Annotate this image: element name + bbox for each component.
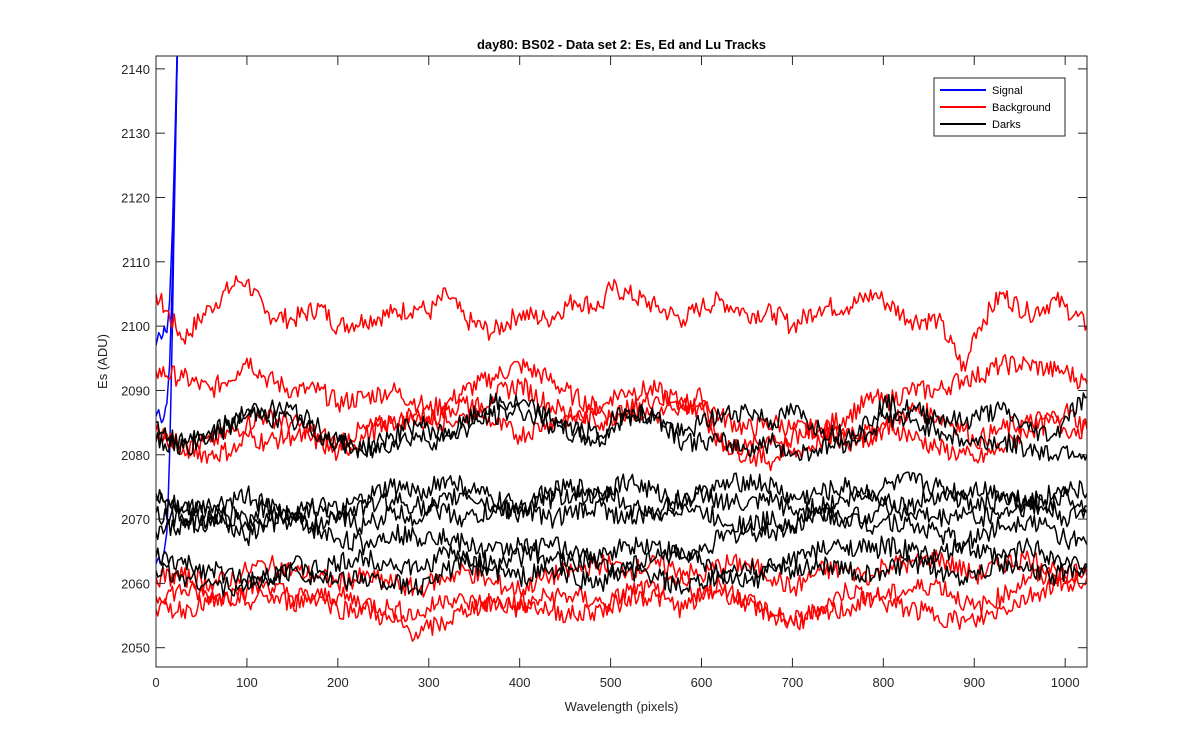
series-line-darks-14 — [156, 471, 1087, 531]
series-line-darks-17 — [156, 554, 1087, 597]
series-line-background-3 — [156, 275, 1087, 372]
chart-title: day80: BS02 - Data set 2: Es, Ed and Lu … — [477, 37, 766, 52]
x-tick-label: 700 — [782, 675, 804, 690]
x-tick-label: 800 — [872, 675, 894, 690]
y-tick-label: 2130 — [121, 126, 150, 141]
series-line-darks-11 — [156, 399, 1087, 462]
x-tick-label: 600 — [691, 675, 713, 690]
y-axis: 2050 2060 2070 2080 2090 2100 2110 2120 2130 2140 — [121, 62, 1087, 656]
x-tick-label: 500 — [600, 675, 622, 690]
x-tick-label: 400 — [509, 675, 531, 690]
series-line-background-9 — [156, 566, 1087, 642]
legend-label-background: Background — [992, 102, 1051, 114]
y-tick-label: 2110 — [122, 255, 150, 270]
legend-label-signal: Signal — [992, 85, 1023, 97]
series-line-background-4 — [156, 354, 1087, 440]
series-line-background-5 — [156, 377, 1087, 460]
y-tick-label: 2090 — [121, 383, 150, 398]
x-tick-label: 100 — [236, 675, 258, 690]
series-line-darks-15 — [156, 506, 1087, 573]
series-line-darks-16 — [156, 535, 1087, 592]
x-tick-label: 0 — [152, 675, 159, 690]
series-layer — [156, 56, 1087, 642]
legend-label-darks: Darks — [992, 119, 1021, 131]
plot-area — [156, 56, 1087, 667]
y-axis-label: Es (ADU) — [95, 334, 110, 389]
legend: Signal Background Darks — [933, 77, 1066, 137]
y-tick-label: 2050 — [121, 641, 150, 656]
y-tick-label: 2100 — [121, 319, 150, 334]
y-tick-label: 2120 — [121, 190, 150, 205]
x-tick-label: 200 — [327, 675, 349, 690]
x-tick-label: 1000 — [1051, 675, 1080, 690]
y-tick-label: 2080 — [121, 448, 150, 463]
series-line-background-8 — [156, 566, 1087, 629]
x-tick-label: 300 — [418, 675, 440, 690]
y-tick-label: 2140 — [121, 62, 150, 77]
x-axis-label: Wavelength (pixels) — [565, 699, 679, 714]
y-tick-label: 2060 — [121, 576, 150, 591]
y-tick-label: 2070 — [121, 512, 150, 527]
x-tick-label: 900 — [963, 675, 985, 690]
x-axis: 0 100 200 300 400 500 600 700 800 900 1000 — [152, 56, 1080, 690]
axes-box — [155, 55, 1088, 668]
